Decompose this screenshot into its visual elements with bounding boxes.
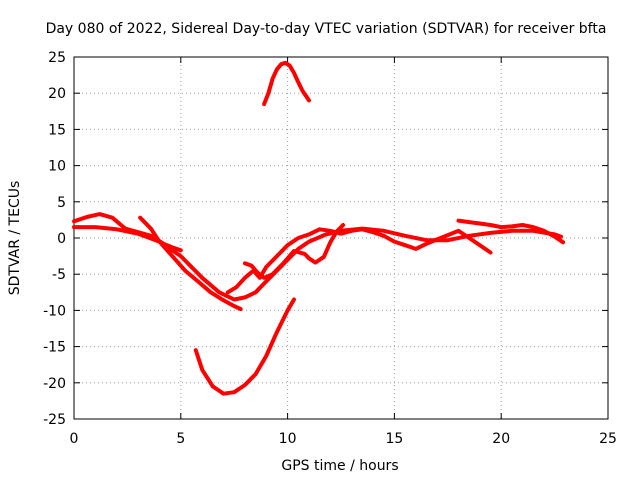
x-tick-label: 10: [279, 431, 297, 447]
x-axis-label: GPS time / hours: [281, 458, 398, 474]
y-tick-label: 25: [48, 50, 66, 66]
y-axis-label: SDTVAR / TECUs: [7, 181, 23, 296]
y-tick-label: -15: [43, 340, 66, 356]
grid-lines: [74, 57, 608, 419]
x-tick-label: 5: [176, 431, 185, 447]
series-line-track-e: [242, 223, 346, 280]
x-tick-label: 25: [599, 431, 617, 447]
y-tick-label: -5: [52, 267, 66, 283]
y-tick-label: -25: [43, 412, 66, 428]
y-tick-label: 0: [57, 231, 66, 247]
y-tick-label: 20: [48, 86, 66, 102]
axis-ticks: 0 5 10 15 20 25 25 20 15 10 5 0 -5 -10 -15 -20 -25: [43, 50, 617, 447]
series-line-track-h: [262, 60, 311, 107]
y-tick-label: -20: [43, 376, 66, 392]
y-tick-label: 15: [48, 122, 66, 138]
x-tick-label: 20: [492, 431, 510, 447]
series-line-track-b: [72, 212, 183, 253]
chart-title: Day 080 of 2022, Sidereal Day-to-day VTE…: [46, 21, 607, 37]
series-line-track-a: [72, 225, 563, 302]
y-tick-label: 10: [48, 159, 66, 175]
x-tick-label: 15: [385, 431, 403, 447]
series-line-track-c: [138, 215, 243, 311]
x-tick-label: 0: [70, 431, 79, 447]
data-series-group: [72, 60, 566, 396]
series-line-track-g: [193, 297, 296, 396]
y-tick-label: -10: [43, 303, 66, 319]
series-line-track-f: [456, 218, 566, 245]
y-tick-label: 5: [57, 195, 66, 211]
